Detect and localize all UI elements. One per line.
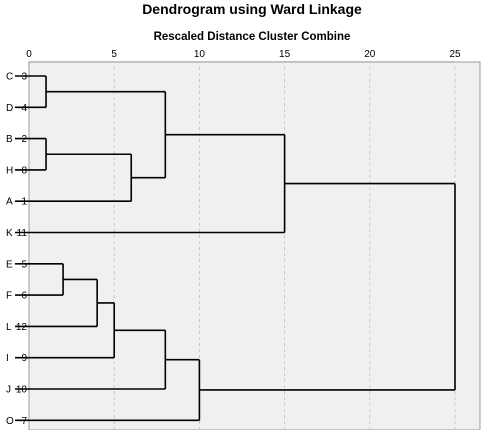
plot-area (28, 61, 481, 430)
leaf-label-number: 11 (17, 228, 28, 239)
x-tick-label: 20 (364, 49, 376, 60)
leaf-label-number: 6 (21, 291, 27, 302)
leaf-label-name: C (6, 72, 13, 83)
leaf-label-name: D (6, 103, 13, 114)
x-tick-label: 15 (279, 49, 291, 60)
leaf-label-name: A (6, 197, 13, 208)
leaf-label-number: 5 (21, 259, 27, 270)
x-tick-label: 5 (111, 49, 117, 60)
chart-subtitle: Rescaled Distance Cluster Combine (154, 31, 351, 43)
leaf-label-name: O (6, 416, 14, 427)
leaf-label-name: I (6, 353, 9, 364)
dendrogram-branches (15, 75, 456, 422)
leaf-label-name: H (6, 165, 13, 176)
chart-title: Dendrogram using Ward Linkage (142, 1, 362, 17)
leaf-label-number: 1 (21, 197, 27, 208)
leaf-label-number: 7 (21, 416, 27, 427)
leaf-label-number: 12 (16, 322, 28, 333)
x-tick-label: 0 (26, 49, 32, 60)
leaf-label-number: 8 (21, 165, 27, 176)
leaf-label-name: J (6, 385, 11, 396)
leaf-label-name: B (6, 134, 13, 145)
x-tick-label: 10 (194, 49, 206, 60)
leaf-label-name: K (6, 228, 13, 239)
leaf-label-name: E (6, 259, 13, 270)
leaf-label-name: F (6, 291, 12, 302)
leaf-label-number: 3 (21, 72, 27, 83)
leaf-labels: C 3 D 4 B 2 H 8 A 1 K 11 E 5 F 6 L 12 I 9 J 10 O 7 (6, 72, 27, 427)
leaf-label-number: 10 (16, 385, 28, 396)
merge-m11 (199, 182, 456, 391)
x-tick-label: 25 (449, 49, 461, 60)
leaf-label-number: 4 (21, 103, 27, 114)
leaf-label-name: L (6, 322, 12, 333)
leaf-label-number: 2 (21, 134, 27, 145)
leaf-label-number: 9 (21, 353, 27, 364)
